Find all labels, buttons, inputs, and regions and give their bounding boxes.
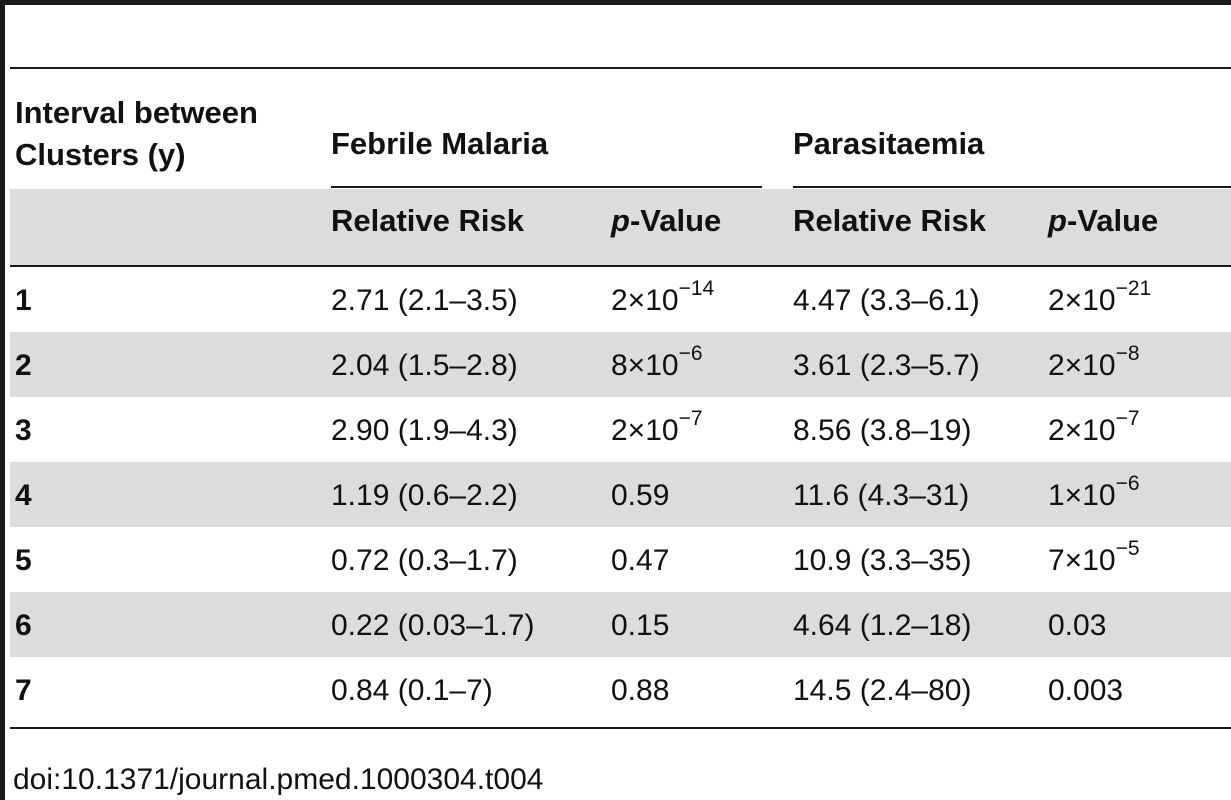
pa-p-cell: 7×10−5	[1048, 537, 1140, 577]
subheader-band	[10, 189, 1231, 265]
table-bottom-rule	[10, 727, 1231, 729]
header-bottom-rule	[10, 265, 1231, 267]
interval-cell: 2	[15, 349, 32, 382]
fm-rr-cell: 2.71 (2.1–3.5)	[331, 284, 518, 317]
interval-cell: 6	[15, 609, 32, 642]
pa-relative-risk-header: Relative Risk	[793, 203, 986, 238]
fm-p-cell: 0.59	[611, 479, 670, 512]
pa-p-cell: 0.003	[1048, 674, 1124, 707]
row-band-4	[10, 462, 1231, 527]
parasitaemia-header: Parasitaemia	[793, 126, 985, 161]
febrile-malaria-underline	[331, 186, 762, 188]
fm-p-value-header: p-Value	[611, 203, 722, 238]
pa-p-cell: 2×10−8	[1048, 342, 1140, 382]
pa-rr-cell: 4.64 (1.2–18)	[793, 609, 972, 642]
parasitaemia-underline	[793, 186, 1231, 188]
interval-cell: 3	[15, 414, 32, 447]
pa-p-cell: 1×10−6	[1048, 472, 1140, 512]
fm-rr-cell: 2.04 (1.5–2.8)	[331, 349, 518, 382]
interval-cell: 5	[15, 544, 32, 577]
pa-rr-cell: 14.5 (2.4–80)	[793, 674, 972, 707]
pa-p-cell: 0.03	[1048, 609, 1107, 642]
pa-p-cell: 2×10−21	[1048, 277, 1152, 317]
fm-rr-cell: 1.19 (0.6–2.2)	[331, 479, 518, 512]
interval-cell: 7	[15, 674, 32, 707]
pa-rr-cell: 10.9 (3.3–35)	[793, 544, 972, 577]
fm-p-cell: 0.47	[611, 544, 670, 577]
table-top-rule	[10, 67, 1231, 69]
interval-header-line2: Clusters (y)	[15, 137, 186, 172]
fm-rr-cell: 0.22 (0.03–1.7)	[331, 609, 535, 642]
pa-p-cell: 2×10−7	[1048, 407, 1140, 447]
fm-p-cell: 8×10−6	[611, 342, 703, 382]
row-band-6	[10, 592, 1231, 657]
top-border	[0, 0, 1231, 5]
interval-cell: 4	[15, 479, 32, 512]
fm-rr-cell: 0.72 (0.3–1.7)	[331, 544, 518, 577]
doi-citation: doi:10.1371/journal.pmed.1000304.t004	[13, 763, 544, 796]
febrile-malaria-header: Febrile Malaria	[331, 126, 549, 161]
pa-rr-cell: 11.6 (4.3–31)	[793, 479, 970, 512]
pa-rr-cell: 8.56 (3.8–19)	[793, 414, 972, 447]
row-band-2	[10, 332, 1231, 397]
fm-relative-risk-header: Relative Risk	[331, 203, 524, 238]
fm-p-cell: 2×10−7	[611, 407, 703, 447]
pa-p-value-header: p-Value	[1048, 203, 1159, 238]
fm-p-cell: 2×10−14	[611, 277, 715, 317]
left-border	[0, 0, 5, 800]
pa-rr-cell: 4.47 (3.3–6.1)	[793, 284, 980, 317]
interval-header-line1: Interval between	[15, 95, 258, 130]
fm-p-cell: 0.15	[611, 609, 670, 642]
fm-p-cell: 0.88	[611, 674, 670, 707]
fm-rr-cell: 2.90 (1.9–4.3)	[331, 414, 518, 447]
interval-cell: 1	[15, 284, 32, 317]
pa-rr-cell: 3.61 (2.3–5.7)	[793, 349, 980, 382]
fm-rr-cell: 0.84 (0.1–7)	[331, 674, 493, 707]
